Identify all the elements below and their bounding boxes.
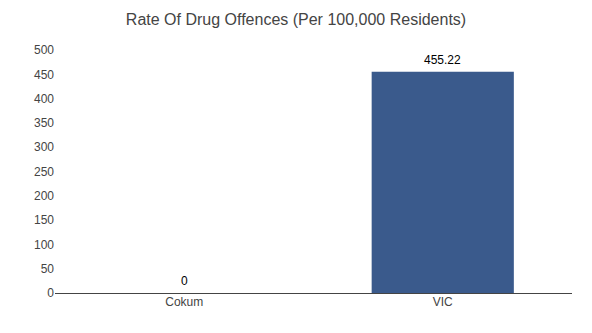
svg-text:200: 200	[34, 189, 54, 203]
svg-text:150: 150	[34, 213, 54, 227]
svg-text:100: 100	[34, 238, 54, 252]
svg-text:250: 250	[34, 165, 54, 179]
svg-text:300: 300	[34, 140, 54, 154]
svg-text:VIC: VIC	[433, 295, 453, 309]
svg-text:500: 500	[34, 43, 54, 57]
svg-text:0: 0	[47, 286, 54, 300]
svg-text:400: 400	[34, 92, 54, 106]
svg-text:0: 0	[181, 274, 188, 288]
svg-text:350: 350	[34, 116, 54, 130]
svg-text:Rate Of Drug Offences (Per 100: Rate Of Drug Offences (Per 100,000 Resid…	[126, 11, 466, 28]
svg-text:455.22: 455.22	[424, 53, 461, 67]
svg-text:450: 450	[34, 68, 54, 82]
svg-text:Cokum: Cokum	[165, 295, 203, 309]
svg-text:50: 50	[41, 262, 55, 276]
